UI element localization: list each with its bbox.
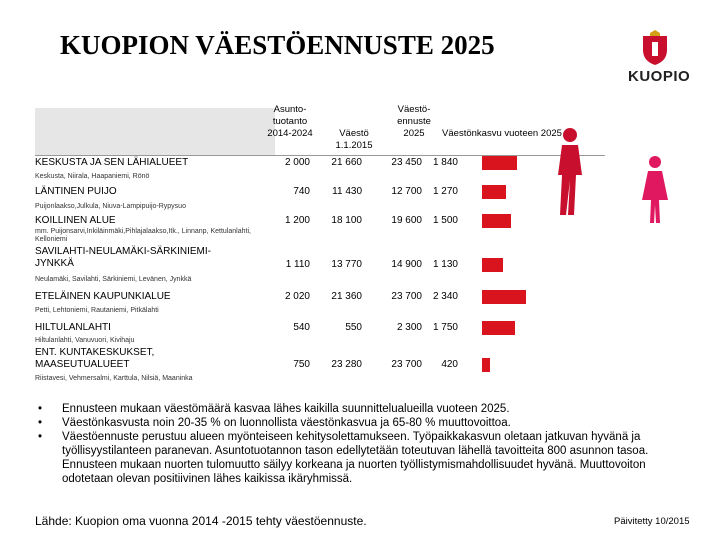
growth-bar	[482, 156, 517, 170]
cell-growth: 1 500	[432, 215, 458, 226]
column-header: Väestö 1.1.2015	[335, 128, 373, 151]
column-header: Väestö- ennuste 2025	[397, 104, 431, 139]
cell-growth: 1 840	[432, 157, 458, 168]
cell-forecast: 23 450	[391, 157, 422, 168]
cell-forecast: 2 300	[396, 322, 422, 333]
cell-population: 21 360	[331, 291, 362, 302]
row-name: ENT. KUNTAKESKUKSET, MAASEUTUALUEET	[35, 347, 155, 370]
cell-housing: 1 200	[284, 215, 310, 226]
row-areas: Keskusta, Niirala, Haapaniemi, Rönö	[35, 173, 150, 180]
cell-population: 21 660	[331, 157, 362, 168]
cell-housing: 2 020	[284, 291, 310, 302]
column-header: Väestönkasvu vuoteen 2025	[442, 128, 562, 139]
cell-forecast: 14 900	[391, 259, 422, 270]
header-box	[35, 108, 275, 155]
cell-housing: 1 110	[285, 259, 310, 270]
bullet-list: Ennusteen mukaan väestömäärä kasvaa lähe…	[38, 402, 678, 486]
bullet: Väestöennuste perustuu alueen myönteisee…	[38, 430, 678, 486]
row-areas: Petti, Lehtoniemi, Rautaniemi, Pitkälaht…	[35, 307, 159, 314]
row-areas: Hiltulanlahti, Vanuvuori, Kivihaju	[35, 337, 135, 344]
cell-population: 550	[345, 322, 362, 333]
growth-bar	[482, 321, 516, 335]
row-name: LÄNTINEN PUIJO	[35, 186, 117, 197]
growth-bar	[482, 214, 511, 228]
column-header: Asunto- tuotanto 2014-2024	[267, 104, 313, 139]
row-name: ETELÄINEN KAUPUNKIALUE	[35, 291, 171, 302]
row-name: KESKUSTA JA SEN LÄHIALUEET	[35, 157, 189, 168]
cell-population: 23 280	[331, 359, 362, 370]
row-areas: mm. Puijonsarvi,Inkiläinmäki,Pihlajalaak…	[35, 228, 251, 243]
cell-housing: 750	[293, 359, 310, 370]
row-areas: Puijonlaakso,Julkula, Niuva-Lampipuijo-R…	[35, 203, 186, 210]
cell-growth: 2 340	[432, 291, 458, 302]
logo-text: KUOPIO	[628, 68, 691, 85]
growth-bar	[482, 358, 490, 372]
cell-housing: 740	[293, 186, 310, 197]
people-icons	[558, 128, 668, 223]
row-areas: Riistavesi, Vehmersalmi, Karttula, Nilsi…	[35, 375, 193, 382]
row-name: SAVILAHTI-NEULAMÄKI-SÄRKINIEMI- JYNKKÄ	[35, 246, 211, 269]
bullet: Väestönkasvusta noin 20-35 % on luonnoll…	[38, 416, 678, 430]
cell-population: 11 430	[332, 186, 362, 197]
cell-growth: 1 130	[432, 259, 458, 270]
cell-forecast: 19 600	[391, 215, 422, 226]
updated: Päivitetty 10/2015	[614, 516, 690, 527]
cell-population: 13 770	[331, 259, 362, 270]
cell-housing: 2 000	[284, 157, 310, 168]
bullet: Ennusteen mukaan väestömäärä kasvaa lähe…	[38, 402, 678, 416]
row-name: KOILLINEN ALUE	[35, 215, 116, 226]
cell-population: 18 100	[331, 215, 362, 226]
cell-forecast: 23 700	[391, 291, 422, 302]
cell-growth: 420	[441, 359, 458, 370]
growth-bar	[482, 290, 527, 304]
cell-growth: 1 270	[432, 186, 458, 197]
row-name: HILTULANLAHTI	[35, 322, 111, 333]
cell-forecast: 12 700	[391, 186, 422, 197]
source: Lähde: Kuopion oma vuonna 2014 -2015 teh…	[35, 514, 367, 528]
logo-crest	[643, 30, 667, 65]
cell-growth: 1 750	[432, 322, 458, 333]
row-areas: Neulamäki, Savilahti, Särkiniemi, Leväne…	[35, 276, 192, 283]
cell-housing: 540	[293, 322, 310, 333]
header-rule	[35, 155, 605, 156]
growth-bar	[482, 258, 504, 272]
title: KUOPION VÄESTÖENNUSTE 2025	[60, 30, 495, 60]
cell-forecast: 23 700	[391, 359, 422, 370]
growth-bar	[482, 185, 507, 199]
